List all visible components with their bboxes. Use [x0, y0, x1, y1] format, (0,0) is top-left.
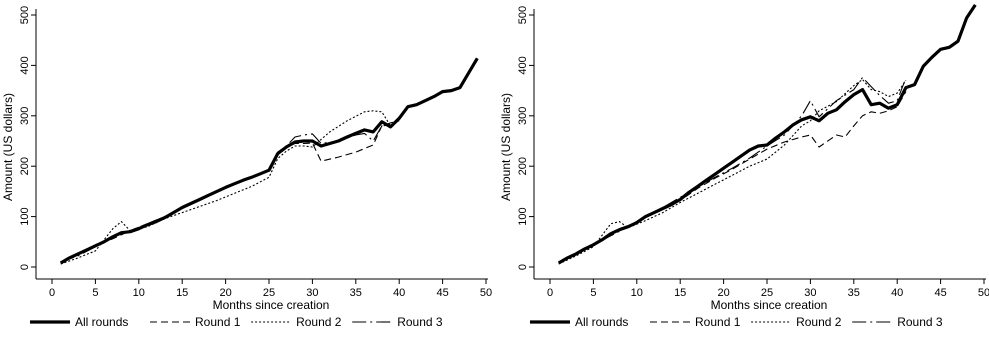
legend: All rounds Round 1 Round 2 Round 3: [530, 315, 943, 329]
series-line-round-2: [558, 78, 907, 265]
x-tick-label: 25: [263, 287, 275, 299]
x-tick-label: 25: [761, 287, 773, 299]
x-tick-label: 0: [49, 287, 55, 299]
x-tick-label: 0: [547, 287, 553, 299]
x-tick-label: 45: [934, 287, 946, 299]
x-tick-label: 15: [176, 287, 188, 299]
y-axis-title: Amount (US dollars): [499, 93, 513, 201]
x-tick-label: 45: [436, 287, 448, 299]
y-tick-label: 300: [517, 107, 529, 125]
x-tick-label: 15: [674, 287, 686, 299]
legend: All rounds Round 1 Round 2 Round 3: [30, 315, 443, 329]
legend-label: All rounds: [75, 315, 128, 329]
x-tick-label: 20: [219, 287, 231, 299]
x-tick-label: 30: [306, 287, 318, 299]
chart-panel-2: 0 100 200 300 400 500 0 5 10 15 20 25 30 35 40 45 50 Mont…: [499, 4, 989, 329]
x-tick-label: 5: [92, 287, 98, 299]
y-axis-title: Amount (US dollars): [1, 93, 15, 201]
legend-label: Round 1: [695, 315, 741, 329]
x-tick-label: 35: [350, 287, 362, 299]
y-tick-label: 100: [517, 207, 529, 225]
x-tick-label: 10: [631, 287, 643, 299]
series-line-round-2: [60, 110, 391, 265]
series-line-round-1: [60, 120, 400, 264]
y-tick-label: 200: [517, 157, 529, 175]
legend-label: Round 1: [195, 315, 241, 329]
legend-label: Round 2: [796, 315, 842, 329]
y-tick-label: 100: [19, 207, 31, 225]
y-tick-label: 500: [19, 6, 31, 24]
x-tick-label: 40: [891, 287, 903, 299]
legend-label: All rounds: [575, 315, 628, 329]
x-tick-label: 20: [717, 287, 729, 299]
x-tick-label: 40: [393, 287, 405, 299]
y-tick-label: 300: [19, 107, 31, 125]
x-axis-title: Months since creation: [711, 298, 828, 312]
y-tick-label: 500: [517, 6, 529, 24]
x-tick-label: 10: [133, 287, 145, 299]
y-tick-label: 200: [19, 157, 31, 175]
x-tick-label: 35: [848, 287, 860, 299]
x-tick-label: 50: [978, 287, 989, 299]
series-line-all-rounds: [59, 57, 479, 265]
series-line-all-rounds: [557, 4, 977, 265]
x-axis-title: Months since creation: [213, 298, 330, 312]
x-tick-label: 30: [804, 287, 816, 299]
y-tick-label: 400: [19, 56, 31, 74]
chart-panel-1: 0 100 200 300 400 500 0 5 10 15 20 25 30 35 40 45 50 Mont…: [1, 6, 492, 329]
series-line-round-1: [558, 91, 907, 264]
legend-label: Round 3: [897, 315, 943, 329]
series-line-round-3: [60, 124, 391, 263]
y-tick-label: 0: [517, 264, 529, 270]
legend-label: Round 2: [296, 315, 342, 329]
legend-label: Round 3: [397, 315, 443, 329]
y-tick-label: 0: [19, 264, 31, 270]
x-tick-label: 50: [480, 287, 492, 299]
y-tick-label: 400: [517, 56, 529, 74]
x-tick-label: 5: [590, 287, 596, 299]
